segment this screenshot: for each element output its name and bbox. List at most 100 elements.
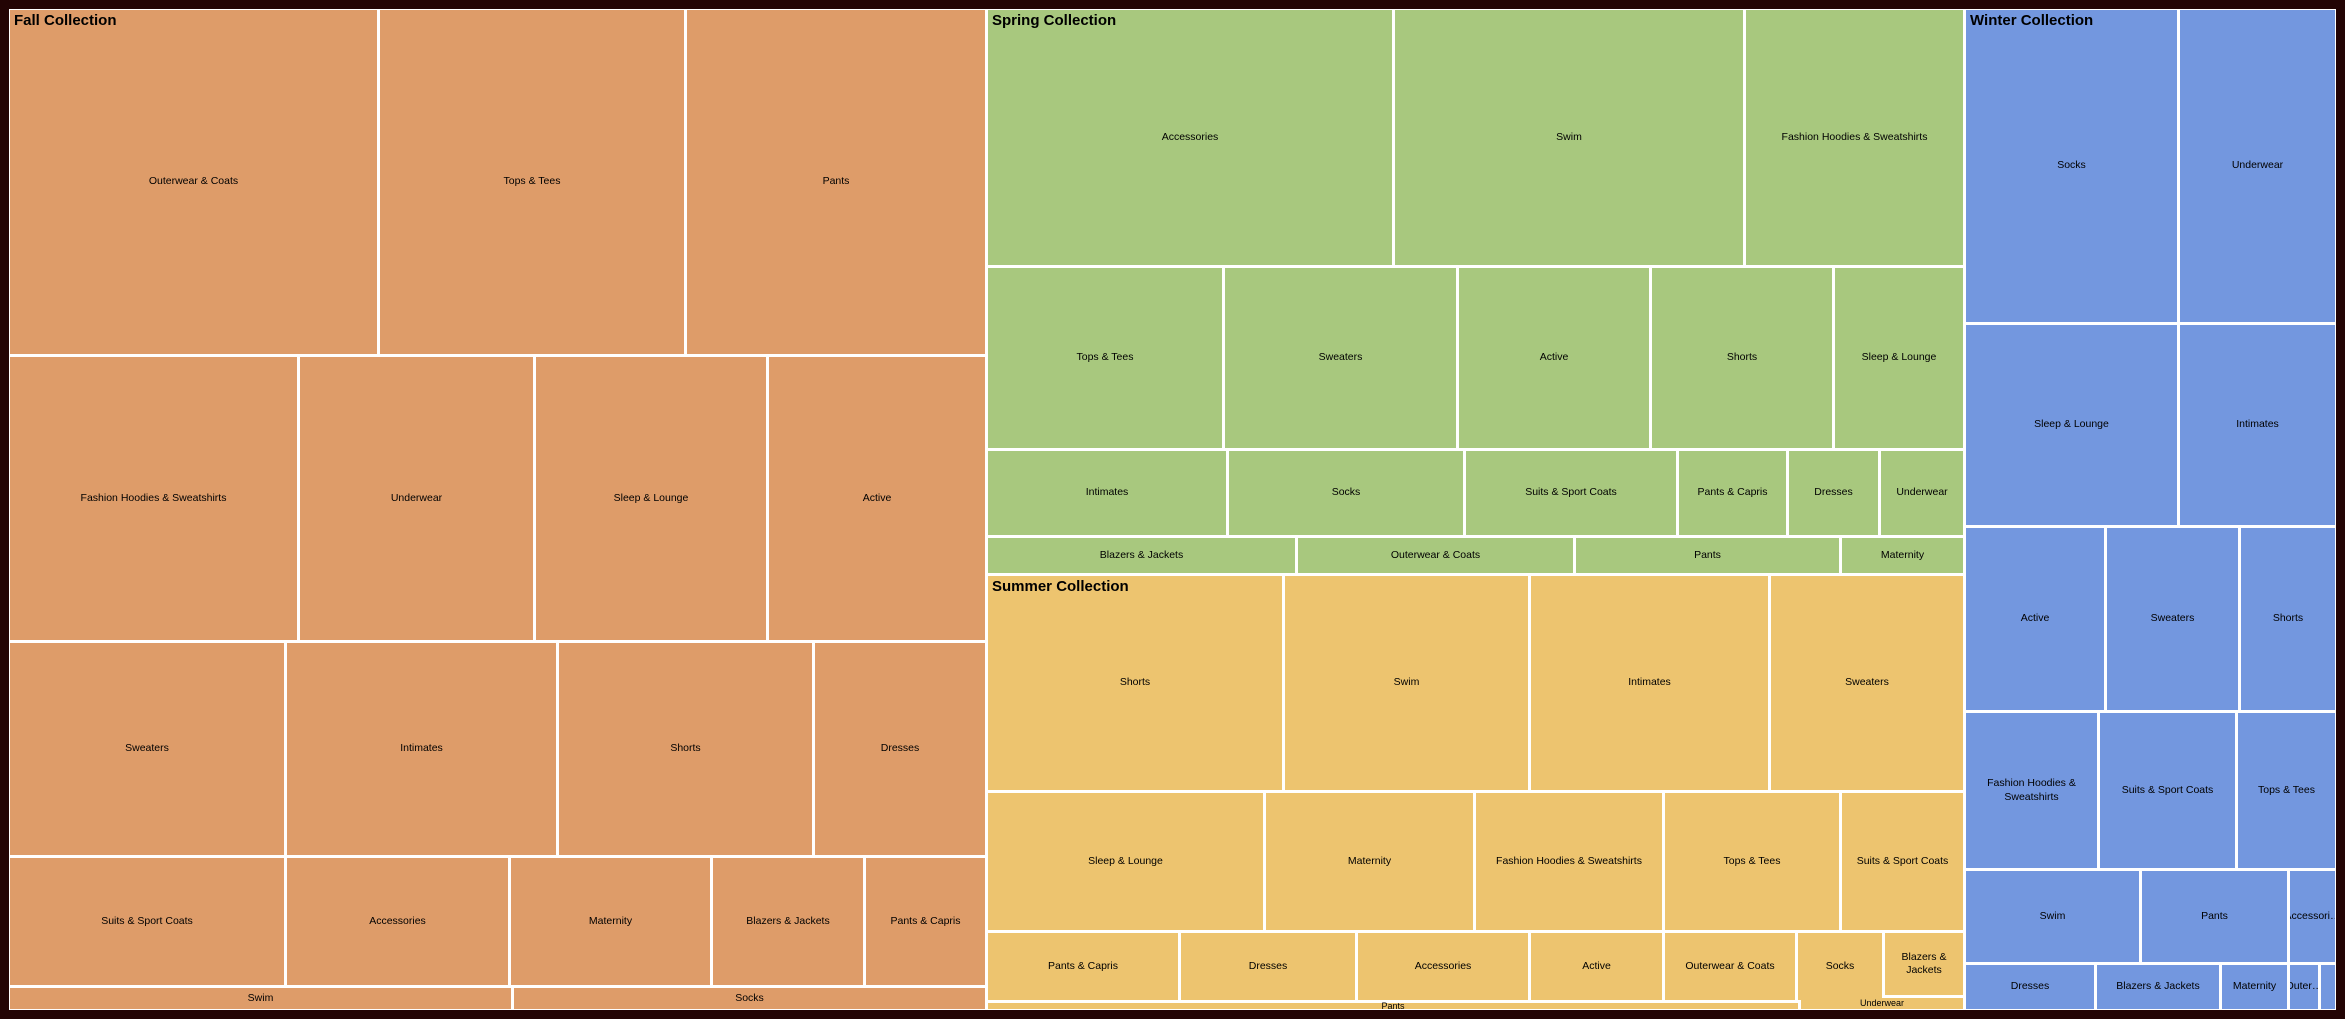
cell-label: Suits & Sport Coats (101, 914, 193, 927)
cell-label: Sweaters (1845, 676, 1889, 689)
cell-label: Pants (2201, 909, 2228, 922)
group-title-fall-collection[interactable]: Fall Collection (14, 12, 117, 29)
group-title-winter-collection[interactable]: Winter Collection (1970, 12, 2094, 29)
treemap-cell-fall-collection-blazers-jackets[interactable]: Blazers & Jackets (713, 858, 863, 985)
treemap-cell-summer-collection-outerwear-coats[interactable]: Outerwear & Coats (1665, 933, 1795, 1000)
cell-label: Dresses (880, 742, 920, 755)
treemap-cell-fall-collection-dresses[interactable]: Dresses (815, 643, 985, 855)
treemap-cell-summer-collection-tops-tees[interactable]: Tops & Tees (1665, 793, 1839, 930)
cell-label: Sleep & Lounge (613, 491, 689, 504)
treemap-cell-spring-collection-pants[interactable]: Pants (1576, 538, 1839, 573)
cell-label: Underwear (2231, 159, 2284, 172)
treemap-cell-spring-collection-socks[interactable]: Socks (1229, 451, 1463, 535)
treemap-cell-winter-collection-underwear[interactable]: Underwear (2180, 10, 2335, 322)
treemap-cell-winter-collection-blazers-jackets[interactable]: Blazers & Jackets (2097, 965, 2219, 1009)
treemap-cell-spring-collection-intimates[interactable]: Intimates (988, 451, 1226, 535)
treemap-cell-spring-collection-fashion-hoodies-sweatshirts[interactable]: Fashion Hoodies & Sweatshirts (1746, 10, 1963, 265)
treemap-cell-fall-collection-pants-capris[interactable]: Pants & Capris (866, 858, 985, 985)
cell-label: Sweaters (1318, 351, 1363, 364)
treemap-cell-summer-collection-sweaters[interactable]: Sweaters (1771, 576, 1963, 790)
treemap-cell-summer-collection-socks[interactable]: Socks (1798, 933, 1882, 1000)
treemap-cell-fall-collection-pants[interactable]: Pants (687, 10, 985, 354)
treemap-cell-spring-collection-suits-sport-coats[interactable]: Suits & Sport Coats (1466, 451, 1676, 535)
treemap-cell-summer-collection-shorts[interactable]: Shorts (988, 576, 1282, 790)
treemap-cell-spring-collection-active[interactable]: Active (1459, 268, 1649, 448)
cell-label: Underwear (1859, 998, 1905, 1008)
cell-label: Sweaters (2150, 612, 2195, 625)
cell-label: Maternity (2232, 980, 2277, 993)
treemap-cell-winter-collection-maternity[interactable]: Maternity (2222, 965, 2287, 1009)
treemap-cell-spring-collection-maternity[interactable]: Maternity (1842, 538, 1963, 573)
treemap-cell-winter-collection-accessori[interactable]: Accessori… (2290, 871, 2335, 962)
treemap-cell-winter-collection-shorts[interactable]: Shorts (2241, 528, 2335, 710)
treemap-cell-fall-collection-sweaters[interactable]: Sweaters (10, 643, 284, 855)
treemap-cell-winter-collection-pants[interactable]: Pants (2142, 871, 2287, 962)
treemap-cell-winter-collection-dresses[interactable]: Dresses (1966, 965, 2094, 1009)
treemap-cell-summer-collection-fashion-hoodies-sweatshirts[interactable]: Fashion Hoodies & Sweatshirts (1476, 793, 1662, 930)
treemap-cell-spring-collection-accessories[interactable]: Accessories (988, 10, 1392, 265)
treemap-cell-fall-collection-sleep-lounge[interactable]: Sleep & Lounge (536, 357, 766, 640)
treemap-cell-fall-collection-outerwear-coats[interactable]: Outerwear & Coats (10, 10, 377, 354)
cell-label: Swim (2039, 909, 2066, 922)
cell-label: Suits & Sport Coats (1525, 486, 1617, 499)
treemap-cell-spring-collection-shorts[interactable]: Shorts (1652, 268, 1832, 448)
treemap-cell-summer-collection-pants[interactable]: Pants (988, 1001, 1798, 1010)
treemap-cell-fall-collection-maternity[interactable]: Maternity (511, 858, 710, 985)
treemap-cell-spring-collection-dresses[interactable]: Dresses (1789, 451, 1878, 535)
treemap-cell-fall-collection-active[interactable]: Active (769, 357, 985, 640)
treemap-cell-winter-collection-suits-sport-coats[interactable]: Suits & Sport Coats (2100, 713, 2235, 868)
cell-label: Intimates (2236, 418, 2279, 431)
cell-label: Pants & Capris (890, 914, 961, 927)
treemap-cell-fall-collection-intimates[interactable]: Intimates (287, 643, 556, 855)
treemap-cell-fall-collection-suits-sport-coats[interactable]: Suits & Sport Coats (10, 858, 284, 985)
treemap-cell-winter-collection-fashion-hoodies-sweatshirts[interactable]: Fashion Hoodies & Sweatshirts (1966, 713, 2097, 868)
treemap-cell-fall-collection-accessories[interactable]: Accessories (287, 858, 508, 985)
cell-label: Shorts (1726, 351, 1758, 364)
treemap-cell-winter-collection-sleep-lounge[interactable]: Sleep & Lounge (1966, 325, 2177, 525)
cell-label: Swim (1393, 676, 1420, 689)
cell-label: Fashion Hoodies & Sweatshirts (1496, 854, 1642, 867)
treemap-cell-fall-collection-socks[interactable]: Socks (514, 988, 985, 1009)
treemap-cell-summer-collection-pants-capris[interactable]: Pants & Capris (988, 933, 1178, 1000)
treemap-cell-spring-collection-tops-tees[interactable]: Tops & Tees (988, 268, 1222, 448)
treemap-cell-fall-collection-shorts[interactable]: Shorts (559, 643, 812, 855)
treemap-cell-summer-collection-sleep-lounge[interactable]: Sleep & Lounge (988, 793, 1263, 930)
cell-label: Active (1539, 351, 1569, 364)
cell-label: Swim (247, 991, 274, 1004)
treemap-cell-winter-collection-swim[interactable]: Swim (1966, 871, 2139, 962)
treemap-cell-fall-collection-swim[interactable]: Swim (10, 988, 511, 1009)
treemap-cell-fall-collection-fashion-hoodies-sweatshirts[interactable]: Fashion Hoodies & Sweatshirts (10, 357, 297, 640)
treemap-cell-summer-collection-maternity[interactable]: Maternity (1266, 793, 1473, 930)
treemap-cell-summer-collection-blazers-jackets[interactable]: Blazers & Jackets (1885, 933, 1963, 995)
treemap-cell-summer-collection-underwear[interactable]: Underwear (1801, 998, 1963, 1009)
cell-label: Outer… (2290, 980, 2318, 993)
treemap-cell-spring-collection-underwear[interactable]: Underwear (1881, 451, 1963, 535)
cell-label: Socks (1825, 959, 1855, 972)
treemap-cell-summer-collection-active[interactable]: Active (1531, 933, 1662, 1000)
treemap-cell-spring-collection-pants-capris[interactable]: Pants & Capris (1679, 451, 1786, 535)
treemap-cell-summer-collection-intimates[interactable]: Intimates (1531, 576, 1768, 790)
group-title-spring-collection[interactable]: Spring Collection (992, 12, 1117, 29)
treemap-cell-spring-collection-sweaters[interactable]: Sweaters (1225, 268, 1456, 448)
treemap-cell-spring-collection-sleep-lounge[interactable]: Sleep & Lounge (1835, 268, 1963, 448)
treemap-cell-winter-collection-intimates[interactable]: Intimates (2180, 325, 2335, 525)
treemap-cell-summer-collection-swim[interactable]: Swim (1285, 576, 1528, 790)
treemap-cell-fall-collection-underwear[interactable]: Underwear (300, 357, 533, 640)
treemap-cell-winter-collection-socks[interactable]: Socks (1966, 10, 2177, 322)
treemap-cell-winter-collection-outer[interactable]: Outer… (2290, 965, 2318, 1009)
treemap-cell-winter-collection-active[interactable]: Active (1966, 528, 2104, 710)
cell-label: Active (862, 491, 892, 504)
treemap-cell-fall-collection-tops-tees[interactable]: Tops & Tees (380, 10, 684, 354)
group-title-summer-collection[interactable]: Summer Collection (992, 578, 1129, 595)
cell-label: Tops & Tees (1076, 351, 1134, 364)
treemap-cell-winter-collection-tops-tees[interactable]: Tops & Tees (2238, 713, 2335, 868)
treemap-cell-spring-collection-outerwear-coats[interactable]: Outerwear & Coats (1298, 538, 1573, 573)
treemap-cell-summer-collection-suits-sport-coats[interactable]: Suits & Sport Coats (1842, 793, 1963, 930)
treemap-cell-summer-collection-accessories[interactable]: Accessories (1358, 933, 1528, 1000)
treemap-cell-winter-collection-sweaters[interactable]: Sweaters (2107, 528, 2238, 710)
treemap-cell-summer-collection-dresses[interactable]: Dresses (1181, 933, 1355, 1000)
cell-label: Active (1582, 959, 1611, 972)
treemap-cell-winter-collection-cell[interactable] (2321, 965, 2335, 1009)
treemap-cell-spring-collection-blazers-jackets[interactable]: Blazers & Jackets (988, 538, 1295, 573)
treemap-cell-spring-collection-swim[interactable]: Swim (1395, 10, 1743, 265)
